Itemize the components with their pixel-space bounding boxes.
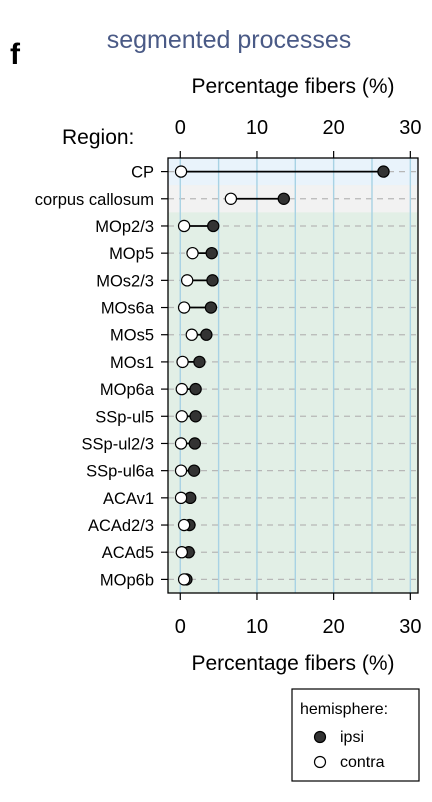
ipsi-point: [187, 464, 201, 477]
x-axis-title-top: Percentage fibers (%): [191, 75, 394, 98]
ipsi-point: [377, 165, 390, 178]
region-label: SSp-ul5: [95, 408, 154, 426]
contra-point: [174, 437, 188, 450]
contra-point: [180, 274, 194, 287]
x-tick-label-top: 20: [323, 117, 345, 139]
region-label: SSp-ul6a: [86, 463, 155, 481]
region-label: MOs1: [110, 354, 154, 372]
legend-marker-ipsi: [313, 730, 327, 744]
region-label: ACAd2/3: [88, 517, 154, 535]
contra-point: [177, 301, 191, 314]
legend-title: hemisphere:: [300, 701, 388, 718]
ipsi-point: [206, 274, 219, 287]
legend-label-contra: contra: [340, 754, 385, 771]
plot-background: [168, 158, 418, 593]
axis-ticks: 0 0 10 10 20 20 30 30: [175, 117, 422, 638]
contra-point: [177, 219, 191, 233]
x-axis-title-bottom: Percentage fibers (%): [191, 652, 394, 675]
data-points: [174, 165, 390, 586]
ipsi-point: [205, 246, 218, 260]
region-label: MOs5: [110, 327, 154, 345]
region-labels: CP corpus callosum MOp2/3 MOp5 MOs2/3 MOs6a MO…: [35, 164, 168, 589]
region-label: SSp-ul2/3: [82, 435, 154, 453]
region-label: CP: [131, 164, 154, 182]
region-label: MOs6a: [101, 300, 155, 318]
plot-band: [168, 158, 418, 593]
contra-point: [177, 518, 191, 532]
ipsi-point: [189, 410, 202, 423]
region-label: ACAv1: [103, 490, 154, 508]
ipsi-point: [193, 355, 206, 369]
region-label: MOp6a: [100, 381, 155, 399]
contra-point: [174, 491, 188, 505]
x-tick-label-top: 0: [175, 117, 186, 139]
contra-point: [177, 573, 191, 586]
x-tick-label-top: 10: [246, 117, 268, 139]
x-tick-label-bottom: 0: [175, 616, 186, 638]
ipsi-point: [277, 192, 290, 205]
grid-lines: [168, 158, 418, 593]
panel-letter: f: [10, 38, 21, 71]
contra-point: [176, 355, 189, 369]
ipsi-point: [200, 328, 213, 341]
contra-point: [175, 546, 189, 559]
ipsi-point: [189, 382, 202, 396]
region-label: MOp6b: [100, 571, 154, 589]
region-label: MOp5: [109, 245, 154, 263]
region-label: corpus callosum: [35, 191, 154, 209]
contra-point: [175, 382, 189, 396]
ipsi-point: [207, 219, 220, 233]
y-axis-title: Region:: [62, 126, 134, 149]
legend-box: [291, 688, 420, 782]
legend-label-ipsi: ipsi: [340, 729, 364, 746]
x-tick-label-top: 30: [399, 117, 421, 139]
region-label: MOs2/3: [96, 272, 154, 290]
x-tick-label-bottom: 30: [399, 616, 421, 638]
chart-title: segmented processes: [107, 26, 352, 54]
contra-point: [186, 246, 199, 260]
contra-point: [174, 165, 188, 178]
legend: hemisphere: ipsi contra: [291, 688, 420, 782]
contra-point: [175, 410, 189, 423]
contra-point: [185, 328, 198, 341]
contra-point: [224, 192, 238, 205]
region-label: MOp2/3: [95, 218, 154, 236]
legend-marker-contra: [313, 755, 327, 769]
ipsi-point: [204, 301, 218, 314]
x-tick-label-bottom: 20: [323, 616, 345, 638]
x-tick-label-bottom: 10: [246, 616, 268, 638]
region-label: ACAd5: [102, 544, 154, 562]
plot-frame: [167, 157, 419, 594]
contra-point: [174, 464, 188, 477]
ipsi-point: [188, 437, 202, 450]
